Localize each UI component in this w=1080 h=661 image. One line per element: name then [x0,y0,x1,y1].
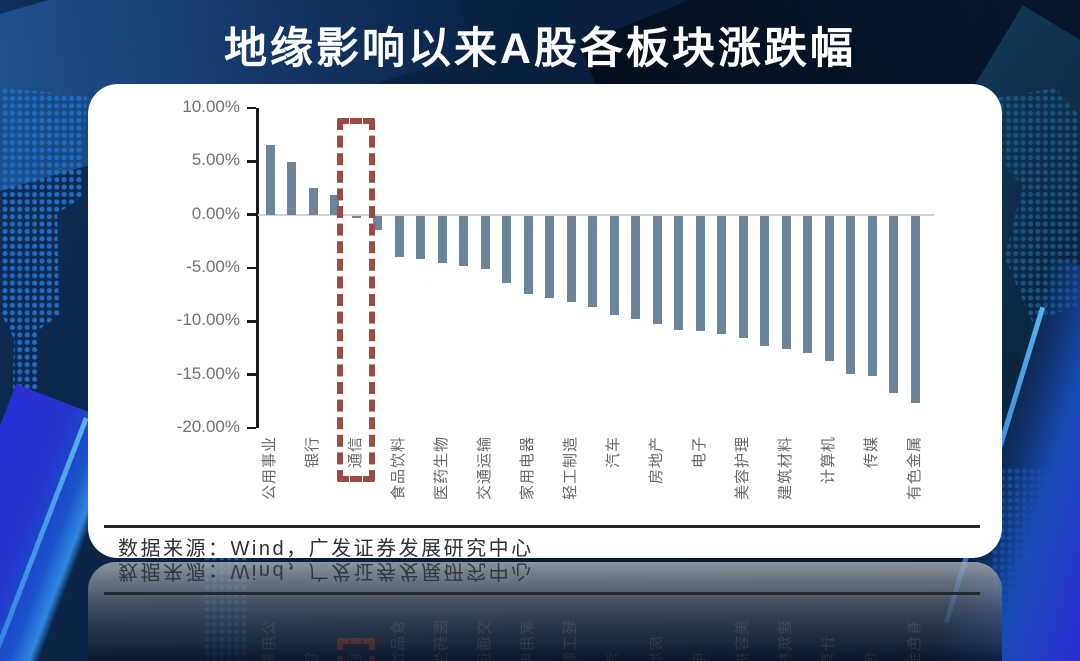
x-axis-label: 家用电器 [519,436,536,501]
x-axis-label: 美容护理 [734,436,751,501]
bar [738,215,748,339]
y-axis-tick [247,106,256,110]
bar [760,215,769,346]
y-axis-tick-label: 5.00% [191,150,240,170]
y-axis-tick-label: -10.00% [176,310,240,330]
y-axis-tick-label: 0.00% [191,203,240,223]
y-axis-tick-label: -5.00% [186,256,240,276]
bar [502,215,511,283]
bar [437,215,447,263]
bar [330,195,339,215]
bar [609,215,619,315]
bar [373,215,382,230]
highlight-box [337,118,375,482]
bar [523,215,533,294]
bar [459,215,468,266]
y-axis-tick [247,320,256,323]
bar [695,215,705,331]
x-axis-label: 交通运输 [476,436,493,501]
x-axis-label: 银行 [304,436,321,469]
x-axis-label: 传媒 [863,436,880,469]
chart-card: 10.00% 5.00% 0.00% -5.00% -10.00% -15.00% -20.… [88,84,1002,560]
bar [394,215,404,258]
chart-area: 10.00% 5.00% 0.00% -5.00% -10.00% -15.00% -20.… [88,84,1002,560]
bar [867,215,877,376]
bar [588,215,597,308]
bar [287,162,296,215]
bar [846,215,855,374]
x-axis-label: 汽车 [605,436,622,469]
x-axis-label: 建筑材料 [777,436,794,501]
bar [351,215,361,218]
bar [910,215,920,404]
bar [781,215,791,350]
bar [717,215,726,335]
x-axis-label: 房地产 [648,436,665,485]
bar [652,215,662,325]
page-title: 地缘影响以来A股各板块涨跌幅 [223,25,857,73]
bar-chart: 10.00% 5.00% 0.00% -5.00% -10.00% -15.00% -20.… [88,84,1002,558]
bar [265,145,275,215]
bar [631,215,640,320]
y-axis-tick [247,160,256,163]
bar [480,215,490,270]
card-reflection-fade [88,562,1002,661]
bar [889,215,898,393]
x-axis-label: 有色金属 [906,436,923,501]
y-axis-tick-label: -15.00% [176,363,240,383]
source-divider-line [104,525,980,528]
data-source-text: 数据来源：Wind，广发证券发展研究中心 [118,538,534,560]
y-axis-tick [247,373,256,376]
bar [803,215,812,354]
bar [308,188,318,215]
y-axis-tick-label: -20.00% [176,416,240,436]
bar [824,215,834,361]
bar [545,215,554,298]
x-axis-label: 计算机 [820,436,837,485]
y-axis-tick [247,426,256,430]
y-axis-line [256,108,259,428]
x-axis-label: 公用事业 [261,436,278,501]
x-axis-label: 轻工制造 [562,436,579,501]
bar [566,215,576,303]
bar [674,215,683,330]
y-axis-tick [247,213,256,216]
bar [416,215,425,260]
y-axis-tick-label: 10.00% [182,97,240,116]
x-axis-label: 食品饮料 [390,436,407,501]
y-axis-tick [247,266,256,270]
x-axis-label: 医药生物 [433,436,450,501]
x-axis-label: 电子 [691,436,708,469]
card-reflection: 10.00%5.00%0.00%-5.00%-10.00%-15.00%-20.… [88,562,1002,661]
zero-gridline [258,214,934,216]
